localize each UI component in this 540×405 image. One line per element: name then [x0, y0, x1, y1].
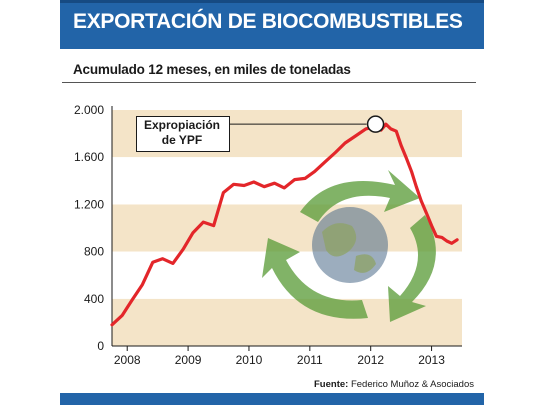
grid-band — [112, 204, 462, 252]
y-tick-label: 800 — [84, 245, 104, 259]
source-note: Fuente: Federico Muñoz & Asociados — [260, 379, 474, 390]
x-tick-label: 2011 — [297, 353, 323, 367]
y-tick-label: 400 — [84, 292, 104, 306]
footer-bar — [60, 393, 484, 405]
x-tick-label: 2012 — [357, 353, 384, 367]
chart-axes — [111, 106, 462, 351]
y-tick-label: 0 — [97, 339, 104, 353]
recycle-globe-icon — [262, 170, 436, 322]
chart-subtitle: Acumulado 12 meses, en miles de tonelada… — [73, 62, 351, 77]
header-bar — [60, 0, 484, 49]
y-tick-label: 1.200 — [74, 197, 104, 211]
source-text: Federico Muñoz & Asociados — [350, 379, 474, 390]
chart-title: EXPORTACIÓN DE BIOCOMBUSTIBLES — [73, 10, 463, 33]
y-tick-label: 2.000 — [74, 103, 104, 117]
y-tick-label: 1.600 — [74, 150, 104, 164]
x-tick-label: 2008 — [114, 353, 141, 367]
annotation-box — [136, 116, 230, 152]
annotation-line-2: de YPF — [161, 133, 203, 147]
annotation-label: Expropiación de YPF — [136, 118, 228, 148]
highlight-point — [366, 115, 385, 133]
source-label: Fuente: — [314, 379, 349, 390]
annotation-line-1: Expropiación — [143, 118, 220, 132]
x-tick-label: 2010 — [236, 353, 263, 367]
tick-labels: 0 400 800 1.200 1.600 2.000 2008 2009 2010 2011 20… — [74, 103, 445, 367]
x-tick-label: 2009 — [175, 353, 202, 367]
series-line — [110, 122, 459, 327]
x-tick-label: 2013 — [418, 353, 445, 367]
subtitle-divider — [62, 82, 476, 83]
